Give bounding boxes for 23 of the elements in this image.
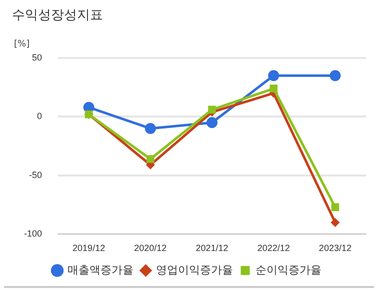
- x-tick-label: 2020/12: [134, 243, 167, 254]
- point: [268, 70, 280, 82]
- y-tick-label: -50: [29, 170, 42, 180]
- point: [331, 203, 340, 212]
- y-tick-label: 50: [32, 52, 42, 62]
- point: [208, 106, 216, 114]
- point: [270, 84, 278, 92]
- point: [330, 218, 340, 227]
- point: [146, 155, 154, 163]
- x-tick-label: 2019/12: [72, 243, 106, 254]
- x-tick-label: 2023/12: [318, 243, 352, 254]
- point: [206, 117, 218, 128]
- point: [144, 122, 156, 134]
- x-tick-label: 2022/12: [257, 243, 290, 254]
- point: [330, 70, 341, 82]
- x-tick-label: 2021/12: [196, 243, 228, 254]
- y-tick-label: 0: [37, 111, 42, 122]
- legend-label: 매출액증가율: [67, 263, 134, 276]
- y-tick-label: -100: [24, 228, 42, 239]
- legend-label: 영업이익증가율: [156, 263, 233, 276]
- chart-title: 수익성장성지표: [12, 7, 103, 24]
- legend-label: 순이익증가율: [255, 263, 322, 276]
- y-axis-title: [%]: [14, 39, 30, 50]
